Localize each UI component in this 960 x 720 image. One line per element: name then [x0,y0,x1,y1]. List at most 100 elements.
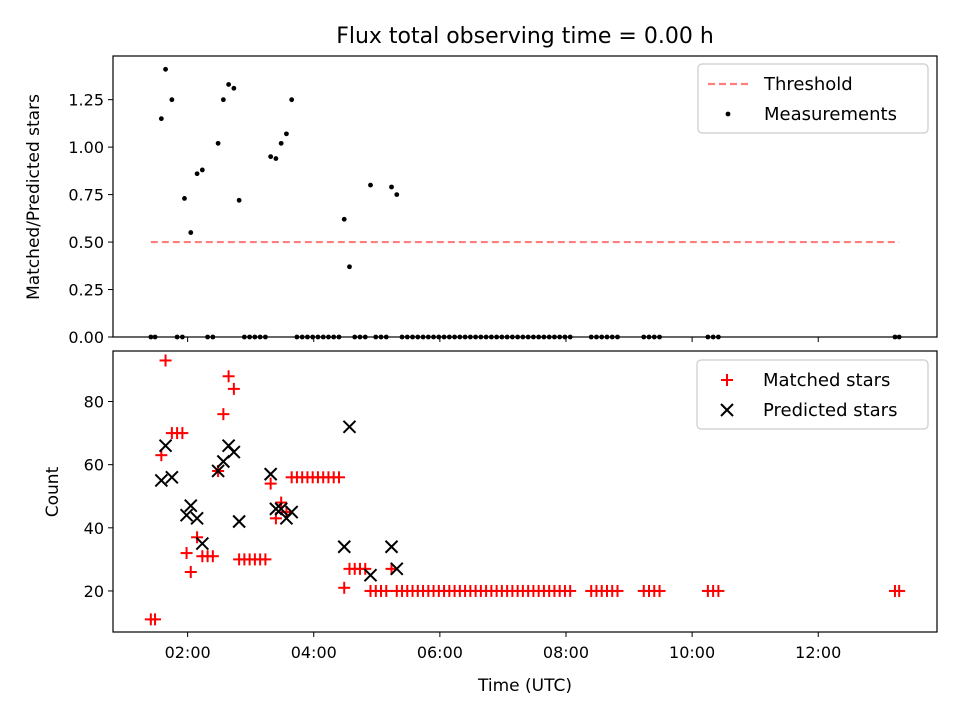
top-legend-box [697,63,929,134]
top-panel: 0.00 0.25 0.50 0.75 1.00 1.25 Matched/Predict… [24,55,938,347]
measurement-point [215,140,221,146]
bottom-x-ticks: 02:00 04:00 06:00 08:00 10:00 12:00 [165,632,841,662]
bottom-plot-frame [112,350,938,633]
predicted-star-point [195,536,210,551]
top-y-ticks: 0.00 0.25 0.50 0.75 1.00 1.25 [68,91,113,347]
bottom-x-tick-label: 06:00 [417,643,463,662]
matched-star-point [259,553,272,566]
measurement-point [158,116,164,122]
measurement-point [289,97,295,103]
predicted-stars-layer [154,420,404,582]
matched-star-point [264,477,277,490]
matched-star-point [338,581,351,594]
matched-star-point [217,408,230,421]
top-y-tick-label: 0.00 [68,328,104,347]
matched-stars-legend-label: Matched stars [763,370,890,391]
top-plot-frame [112,55,938,338]
predicted-star-point [390,562,404,576]
measurement-point [278,140,284,146]
measurement-point [284,131,289,137]
matched-star-point [380,584,393,597]
bottom-y-tick-label: 20 [84,582,104,601]
top-y-tick-label: 1.00 [68,138,104,157]
bottom-y-tick-label: 60 [84,456,104,475]
predicted-star-point [284,505,299,519]
bottom-x-tick-label: 10:00 [669,643,715,662]
measurements-legend-label: Measurements [764,104,897,125]
bottom-x-tick-label: 08:00 [543,643,589,662]
measurement-point [368,182,373,188]
predicted-star-point [232,514,246,529]
bottom-panel: 02:00 04:00 06:00 08:00 10:00 12:00 20406080 … [43,350,938,696]
measurement-point [273,156,279,161]
matched-star-point [159,354,172,367]
measurement-point [182,195,187,201]
predicted-star-point [165,470,179,484]
matched-star-point [611,584,624,597]
predicted-star-point [337,540,351,554]
measurement-point [163,66,168,72]
measurement-point [188,230,194,235]
measurement-point [394,192,400,198]
bottom-y-axis-label: Count [43,466,63,517]
matched-star-point [653,584,666,597]
top-legend: Threshold Measurements [697,63,929,134]
predicted-star-point [263,467,278,481]
matched-star-point [332,471,345,484]
matched-star-point [206,550,219,563]
predicted-star-point [179,508,194,522]
top-y-tick-label: 0.75 [68,186,104,205]
predicted-star-point [158,439,173,453]
matched-star-point [176,427,189,440]
bottom-x-tick-label: 12:00 [795,643,841,662]
matched-star-point [564,584,577,597]
predicted-star-point [184,499,198,513]
predicted-stars-legend-label: Predicted stars [763,400,897,421]
measurement-point [199,167,205,173]
predicted-star-point [384,540,399,554]
matched-stars-layer [144,354,906,626]
measurement-point [341,216,347,222]
measurement-point [389,184,394,190]
measurement-point [236,197,242,203]
matched-star-point [180,547,193,560]
predicted-star-point [363,568,378,582]
predicted-star-point [211,464,225,478]
matched-star-point [184,566,197,579]
top-y-axis-label: Matched/Predicted stars [24,94,44,300]
bottom-y-ticks: 20 40 60 80 [84,393,113,601]
matched-star-point [227,382,240,395]
bottom-x-tick-label: 02:00 [165,643,211,662]
predicted-star-point [154,473,169,488]
measurement-point [194,171,200,177]
top-y-tick-label: 1.25 [68,91,104,110]
bottom-y-tick-label: 80 [84,393,104,412]
measurement-point [268,154,274,160]
predicted-star-point [274,502,288,516]
measurement-point [231,85,237,91]
top-y-tick-label: 0.50 [68,233,104,252]
predicted-star-point [342,420,357,434]
measurement-point [169,97,175,103]
matched-stars-legend-swatch [721,374,733,386]
predicted-star-point [190,511,204,526]
predicted-star-point [227,445,241,459]
top-x-ticks [187,337,819,342]
measurements-legend-swatch [725,111,731,117]
chart-title: Flux total observing time = 0.00 h [336,24,714,49]
bottom-x-tick-label: 04:00 [291,643,337,662]
measurement-point [226,82,232,87]
measurement-point [220,97,226,103]
matched-star-point [893,584,906,597]
bottom-y-tick-label: 40 [84,519,104,538]
bottom-legend-box [696,359,929,430]
predicted-stars-legend-swatch [720,403,734,417]
bottom-legend: Matched stars Predicted stars [696,359,929,430]
top-y-tick-label: 0.25 [68,281,104,300]
matched-star-point [222,370,235,383]
matched-star-point [149,613,162,626]
x-axis-label: Time (UTC) [477,676,572,696]
measurement-point [347,264,352,270]
matched-star-point [712,584,725,597]
